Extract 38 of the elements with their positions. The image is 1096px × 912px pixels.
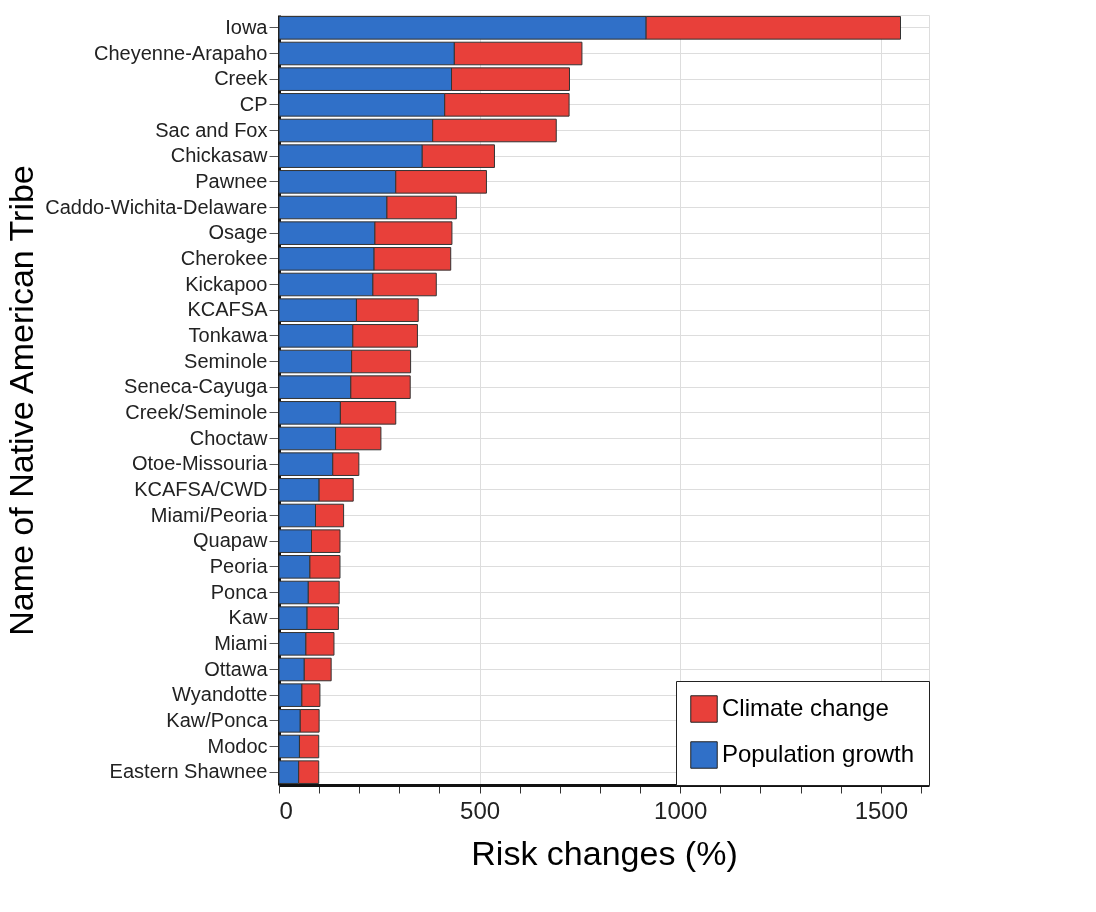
y-tick-label: Osage <box>208 221 268 244</box>
x-tick-label: 1000 <box>654 796 708 824</box>
y-tick-label: Cheyenne-Arapaho <box>94 41 268 64</box>
y-tick-label: Peoria <box>209 554 269 577</box>
x-tick-label: 500 <box>460 796 501 824</box>
x-tick-label: 1500 <box>854 796 909 824</box>
y-tick-label: Quapaw <box>193 529 269 552</box>
legend-label: Climate change <box>722 694 889 721</box>
y-tick-label: Ponca <box>210 580 269 603</box>
y-tick-label: Caddo-Wichita-Delaware <box>45 195 268 218</box>
y-tick-label: Otoe-Missouria <box>131 452 269 475</box>
y-tick-label: Kaw/Ponca <box>166 708 269 731</box>
y-tick-label: Miami/Peoria <box>150 503 269 526</box>
y-tick-label: Cherokee <box>180 246 268 269</box>
y-tick-label: Seminole <box>184 349 268 372</box>
y-tick-label: Chickasaw <box>170 144 269 167</box>
y-tick-label: Sac and Fox <box>155 118 268 141</box>
y-tick-label: Ottawa <box>204 657 269 680</box>
y-tick-label: CP <box>239 92 268 115</box>
y-tick-label: Miami <box>214 631 268 654</box>
y-tick-label: Creek/Seminole <box>125 400 268 423</box>
y-tick-label: Choctaw <box>189 426 269 449</box>
x-tick-label: 0 <box>279 796 293 824</box>
y-tick-label: Kickapoo <box>185 272 268 295</box>
y-tick-label: KCAFSA/CWD <box>134 477 268 500</box>
y-tick-label: Wyandotte <box>172 683 268 706</box>
y-tick-label: Pawnee <box>195 169 268 192</box>
y-axis-title: Name of Native American Tribe <box>1 165 40 636</box>
x-axis-title: Risk changes (%) <box>471 833 738 872</box>
y-tick-label: Seneca-Cayuga <box>124 375 269 398</box>
y-tick-label: Tonkawa <box>188 323 269 346</box>
y-tick-label: KCAFSA <box>187 298 269 321</box>
legend-label: Population growth <box>722 740 915 767</box>
y-tick-label: Modoc <box>207 734 268 757</box>
y-tick-label: Eastern Shawnee <box>109 760 268 783</box>
y-tick-label: Iowa <box>225 15 269 38</box>
y-tick-label: Creek <box>214 67 269 90</box>
y-tick-label: Kaw <box>228 606 269 629</box>
